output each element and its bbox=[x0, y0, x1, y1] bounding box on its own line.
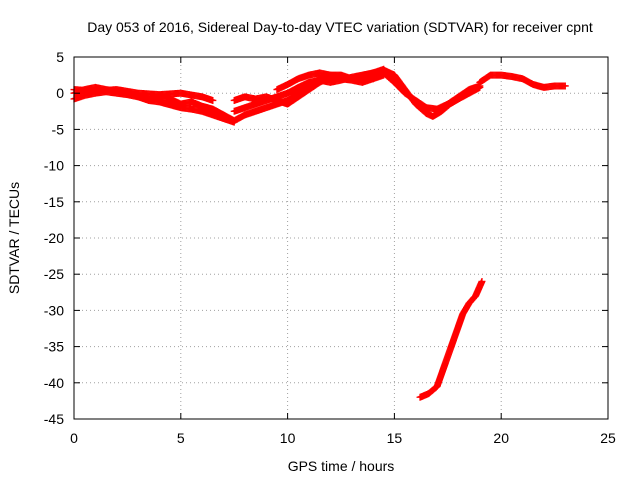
y-tick-label: 0 bbox=[56, 85, 64, 101]
x-tick-label: 25 bbox=[600, 430, 616, 446]
x-tick-label: 10 bbox=[280, 430, 296, 446]
series-track-k bbox=[416, 277, 486, 401]
y-tick-label: -20 bbox=[44, 230, 64, 246]
grid bbox=[74, 57, 608, 419]
x-axis-label: GPS time / hours bbox=[288, 458, 395, 474]
series-track-c bbox=[70, 86, 217, 104]
y-tick-label: 5 bbox=[56, 49, 64, 65]
x-tick-label: 5 bbox=[177, 430, 185, 446]
data-point bbox=[208, 96, 216, 104]
y-tick-label: -10 bbox=[44, 158, 64, 174]
series-track-i bbox=[369, 69, 484, 113]
y-tick-label: -45 bbox=[44, 411, 64, 427]
y-tick-label: -25 bbox=[44, 266, 64, 282]
x-tick-label: 15 bbox=[387, 430, 403, 446]
y-tick-label: -40 bbox=[44, 375, 64, 391]
y-tick-label: -35 bbox=[44, 339, 64, 355]
data-point bbox=[478, 278, 486, 286]
x-tick-label: 0 bbox=[70, 430, 78, 446]
data-point bbox=[229, 118, 237, 126]
y-tick-label: -15 bbox=[44, 194, 64, 210]
y-tick-label: -5 bbox=[52, 121, 65, 137]
series-track-g bbox=[273, 65, 388, 94]
chart-title: Day 053 of 2016, Sidereal Day-to-day VTE… bbox=[87, 19, 593, 35]
y-axis-label: SDTVAR / TECUs bbox=[6, 182, 22, 294]
x-tick-label: 20 bbox=[493, 430, 509, 446]
data-points bbox=[70, 65, 569, 401]
series-track-j bbox=[476, 71, 569, 91]
data-point bbox=[475, 82, 483, 90]
y-tick-label: -30 bbox=[44, 302, 64, 318]
axis-ticks: 0 5 10 15 20 25 5 0 -5 -10 -15 -20 -25 -30 -35 -40 -45 bbox=[44, 49, 616, 446]
data-point bbox=[560, 82, 568, 90]
